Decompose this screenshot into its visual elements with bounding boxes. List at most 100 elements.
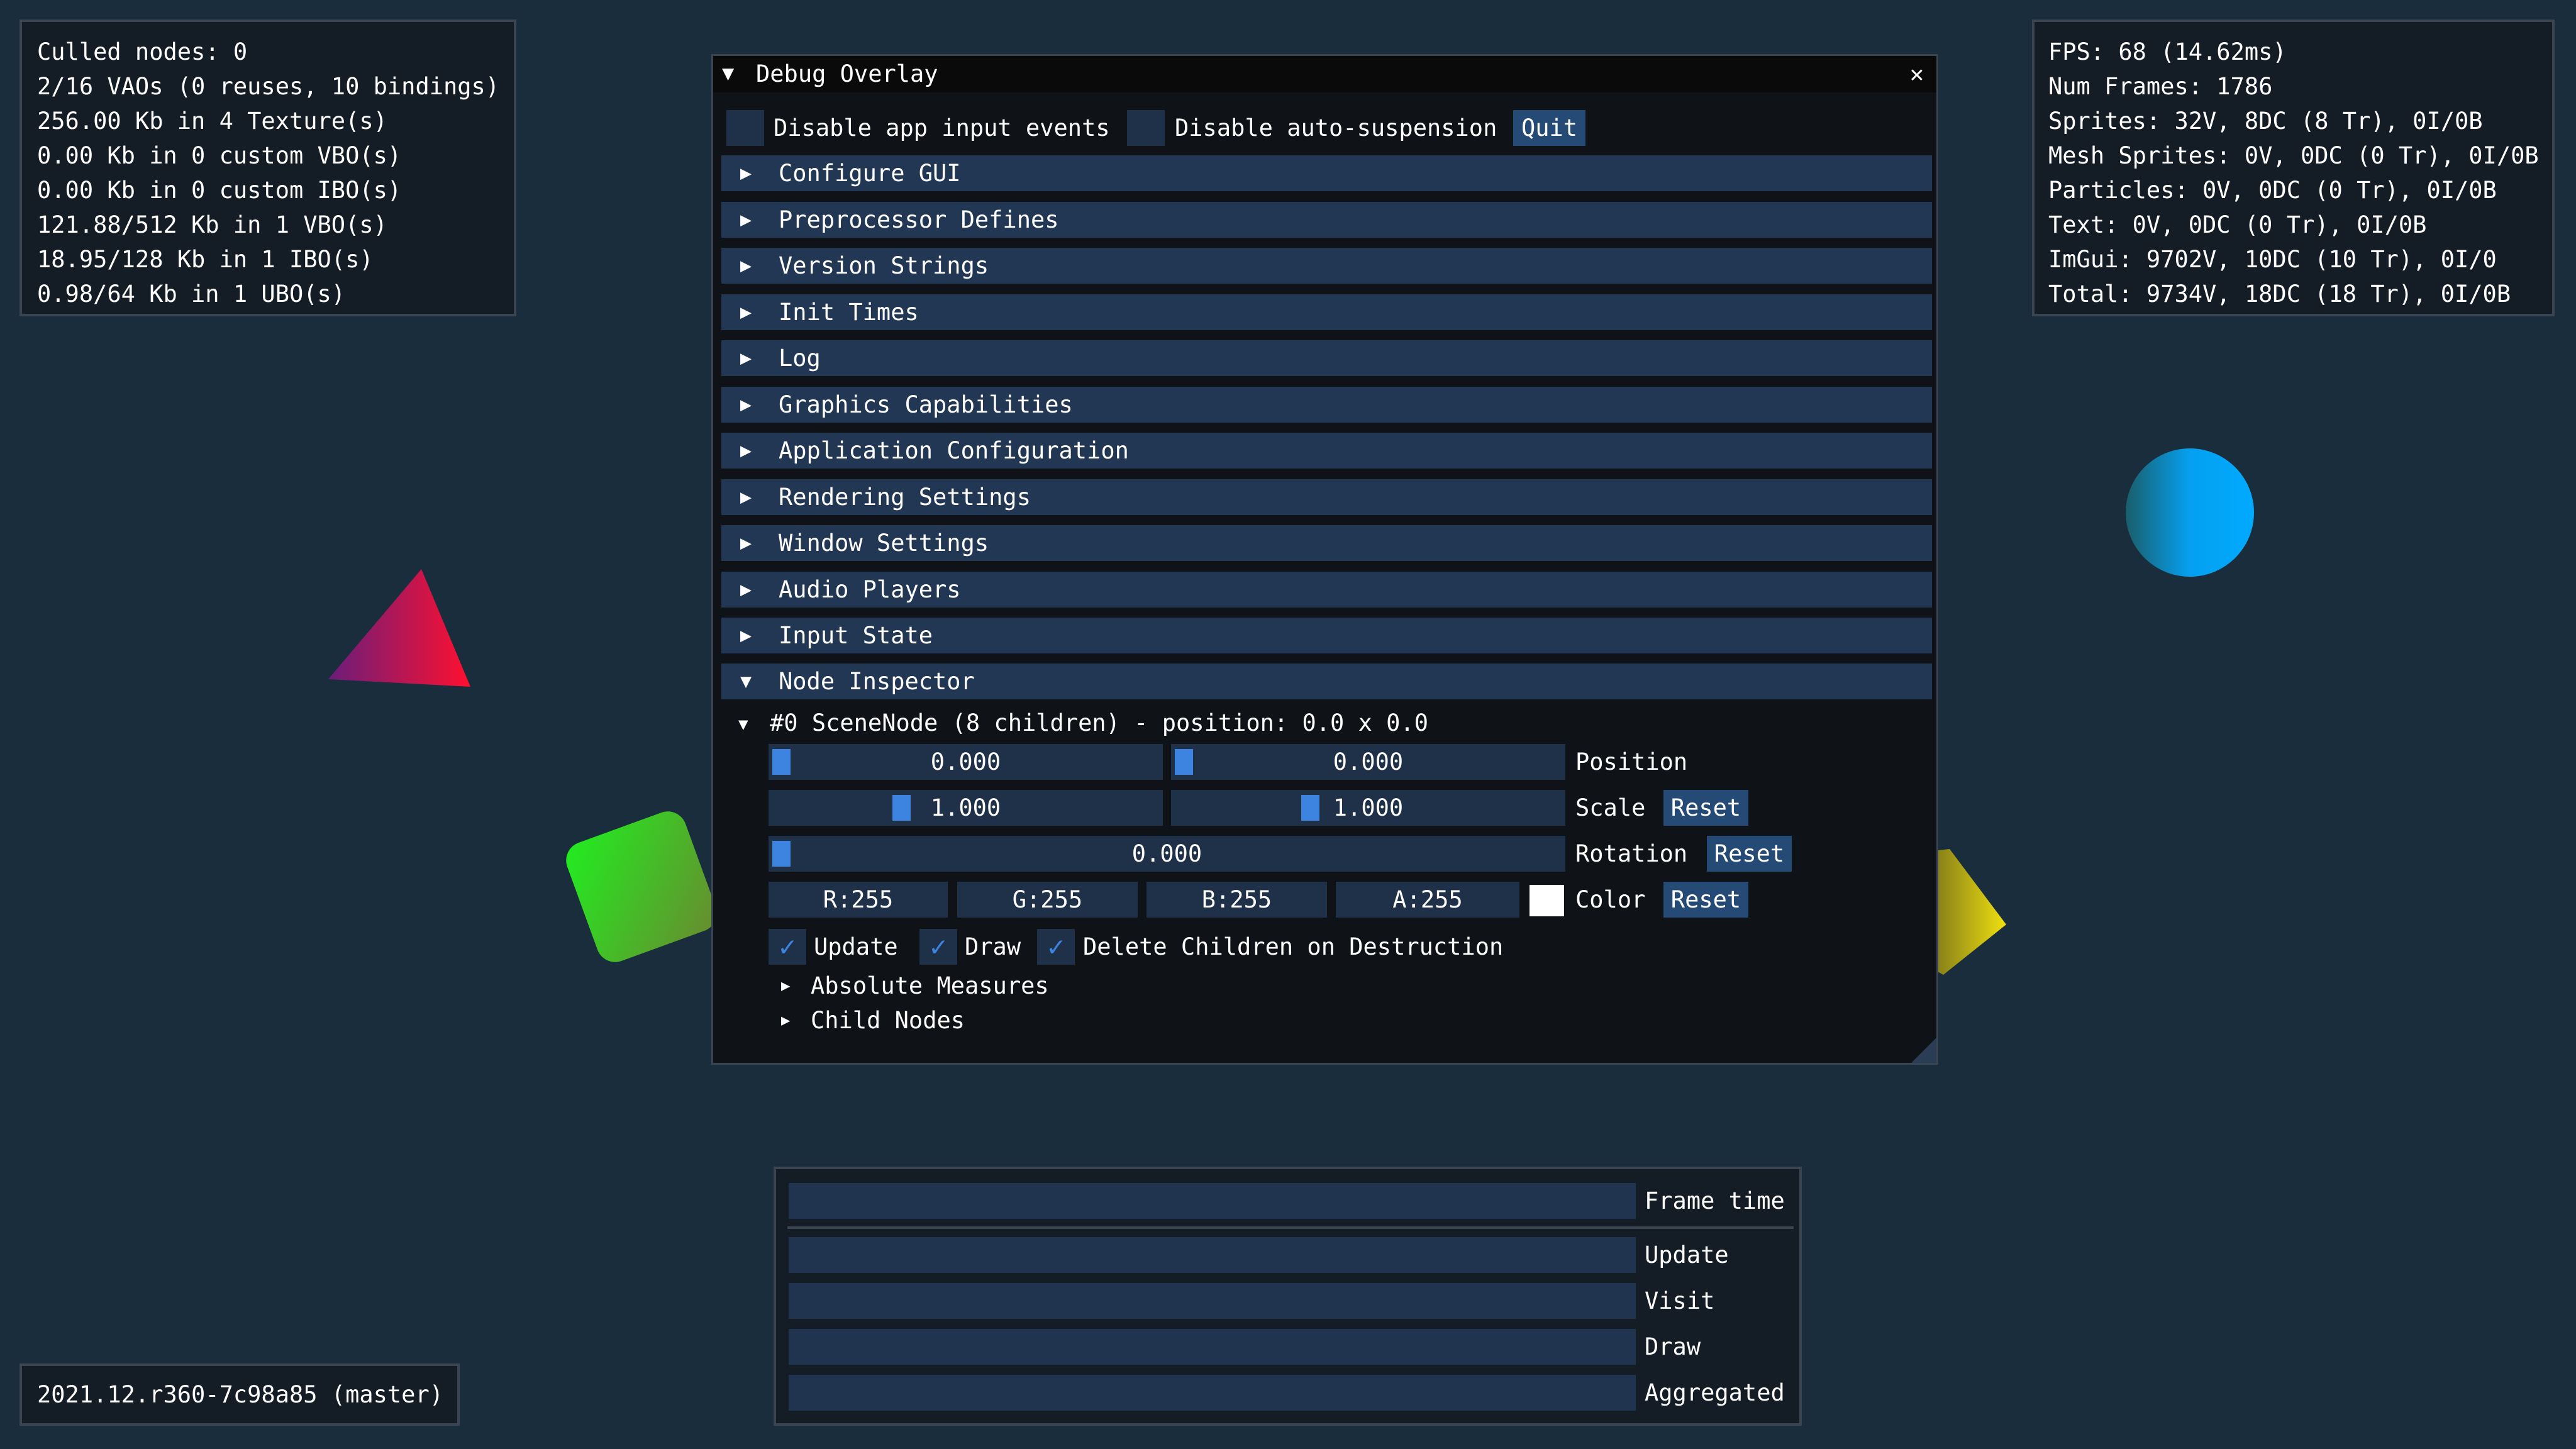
- color-reset-button[interactable]: Reset: [1663, 882, 1748, 918]
- stat-line: Particles: 0V, 0DC (0 Tr), 0I/0B: [2048, 177, 2497, 204]
- plot-label: Frame time: [1645, 1187, 1785, 1214]
- plots-separator: [787, 1226, 1794, 1229]
- collapsed-triangle-icon: ▶: [740, 255, 752, 277]
- color-g-field[interactable]: G:255: [957, 882, 1138, 918]
- window-titlebar[interactable]: ▼ Debug Overlay ✕: [713, 56, 1936, 92]
- section-header[interactable]: ▶ Init Times: [721, 294, 1932, 330]
- section-node-inspector[interactable]: ▼ Node Inspector: [721, 663, 1932, 699]
- delete-children-checkbox[interactable]: ✓: [1037, 929, 1075, 965]
- version-label: 2021.12.r360-7c98a85 (master): [19, 1363, 460, 1426]
- tree-closed-icon[interactable]: ▶: [781, 1011, 791, 1029]
- stat-line: Total: 9734V, 18DC (18 Tr), 0I/0B: [2048, 280, 2511, 308]
- stat-line: Sprites: 32V, 8DC (8 Tr), 0I/0B: [2048, 108, 2483, 135]
- color-r-field[interactable]: R:255: [769, 882, 948, 918]
- stat-line: 121.88/512 Kb in 1 VBO(s): [37, 211, 387, 238]
- section-label: Version Strings: [779, 252, 989, 279]
- section-label: Init Times: [779, 298, 919, 326]
- section-label: Configure GUI: [779, 160, 961, 187]
- update-label: Update: [814, 933, 898, 960]
- resize-grip[interactable]: [1911, 1038, 1936, 1063]
- position-x-slider[interactable]: 0.000: [769, 744, 1163, 780]
- section-label: Window Settings: [779, 530, 989, 557]
- collapsed-triangle-icon: ▶: [740, 162, 752, 184]
- section-label: Rendering Settings: [779, 483, 1031, 511]
- scale-label: Scale: [1575, 794, 1646, 821]
- collapsed-triangle-icon: ▶: [740, 486, 752, 508]
- section-label: Preprocessor Defines: [779, 206, 1059, 233]
- section-header[interactable]: ▶ Configure GUI: [721, 155, 1932, 191]
- absolute-measures-tree-item[interactable]: Absolute Measures: [811, 972, 1049, 999]
- color-a-field[interactable]: A:255: [1336, 882, 1519, 918]
- section-label: Log: [779, 345, 821, 372]
- disable-input-label: Disable app input events: [774, 114, 1110, 142]
- expanded-triangle-icon: ▼: [740, 670, 752, 692]
- scale-y-slider[interactable]: 1.000: [1171, 790, 1565, 826]
- plot-frame: [789, 1375, 1636, 1411]
- tree-open-icon[interactable]: ▼: [738, 715, 748, 734]
- tree-closed-icon[interactable]: ▶: [781, 977, 791, 994]
- collapsed-triangle-icon: ▶: [740, 301, 752, 323]
- disable-suspension-checkbox[interactable]: [1127, 110, 1165, 146]
- update-checkbox[interactable]: ✓: [769, 929, 806, 965]
- section-header[interactable]: ▶ Window Settings: [721, 525, 1932, 561]
- section-label: Audio Players: [779, 575, 961, 603]
- section-label: Input State: [779, 622, 933, 649]
- rotation-slider[interactable]: 0.000: [769, 836, 1565, 872]
- plot-label: Aggregated: [1645, 1379, 1785, 1406]
- section-label: Graphics Capabilities: [779, 391, 1073, 418]
- section-header[interactable]: ▶ Rendering Settings: [721, 479, 1932, 515]
- section-header[interactable]: ▶ Preprocessor Defines: [721, 201, 1932, 238]
- color-label: Color: [1575, 886, 1646, 913]
- render-stats-panel: Culled nodes: 0 2/16 VAOs (0 reuses, 10 b…: [19, 19, 516, 316]
- delete-children-label: Delete Children on Destruction: [1083, 933, 1504, 960]
- triangle-sprite: [328, 569, 470, 687]
- plot-label: Draw: [1645, 1333, 1701, 1360]
- color-b-field[interactable]: B:255: [1146, 882, 1327, 918]
- section-label: Application Configuration: [779, 437, 1129, 464]
- plot-frame: [789, 1183, 1636, 1219]
- stat-line: Culled nodes: 0: [37, 38, 248, 65]
- quit-button[interactable]: Quit: [1513, 110, 1585, 146]
- collapsed-triangle-icon: ▶: [740, 440, 752, 462]
- position-y-slider[interactable]: 0.000: [1171, 744, 1565, 780]
- color-swatch[interactable]: [1530, 885, 1564, 916]
- stat-line: Mesh Sprites: 0V, 0DC (0 Tr), 0I/0B: [2048, 142, 2539, 169]
- stat-line: 0.00 Kb in 0 custom IBO(s): [37, 177, 402, 204]
- stat-line: 256.00 Kb in 4 Texture(s): [37, 108, 387, 135]
- child-nodes-tree-item[interactable]: Child Nodes: [811, 1007, 965, 1034]
- scene-node-tree-item[interactable]: #0 SceneNode (8 children) - position: 0.…: [770, 709, 1428, 736]
- disable-input-checkbox[interactable]: [726, 110, 764, 146]
- section-header[interactable]: ▶ Application Configuration: [721, 433, 1932, 469]
- plot-frame: [789, 1283, 1636, 1319]
- square-sprite: [566, 811, 717, 962]
- stat-line: Num Frames: 1786: [2048, 73, 2273, 100]
- stat-line: 18.95/128 Kb in 1 IBO(s): [37, 246, 374, 273]
- stat-line: Text: 0V, 0DC (0 Tr), 0I/0B: [2048, 211, 2427, 238]
- draw-checkbox[interactable]: ✓: [919, 929, 957, 965]
- plot-frame: [789, 1329, 1636, 1365]
- collapse-triangle-icon[interactable]: ▼: [722, 61, 735, 85]
- section-header[interactable]: ▶ Input State: [721, 618, 1932, 653]
- plot-label: Visit: [1645, 1287, 1715, 1314]
- close-icon[interactable]: ✕: [1909, 60, 1924, 87]
- stat-line: FPS: 68 (14.62ms): [2048, 38, 2287, 65]
- disable-suspension-label: Disable auto-suspension: [1175, 114, 1497, 142]
- scale-reset-button[interactable]: Reset: [1663, 790, 1748, 826]
- stat-line: 0.98/64 Kb in 1 UBO(s): [37, 280, 346, 308]
- collapsed-triangle-icon: ▶: [740, 532, 752, 554]
- circle-sprite: [2126, 448, 2254, 577]
- rotation-reset-button[interactable]: Reset: [1707, 836, 1792, 872]
- draw-label: Draw: [965, 933, 1021, 960]
- section-header[interactable]: ▶ Version Strings: [721, 248, 1932, 284]
- frame-stats-panel: FPS: 68 (14.62ms) Num Frames: 1786 Sprites…: [2032, 19, 2555, 316]
- collapsed-triangle-icon: ▶: [740, 625, 752, 647]
- collapsed-triangle-icon: ▶: [740, 208, 752, 231]
- stat-line: ImGui: 9702V, 10DC (10 Tr), 0I/0: [2048, 246, 2497, 273]
- section-header[interactable]: ▶ Audio Players: [721, 571, 1932, 608]
- section-header[interactable]: ▶ Log: [721, 340, 1932, 376]
- stat-line: 0.00 Kb in 0 custom VBO(s): [37, 142, 402, 169]
- section-header[interactable]: ▶ Graphics Capabilities: [721, 386, 1932, 423]
- position-label: Position: [1575, 748, 1688, 775]
- scale-x-slider[interactable]: 1.000: [769, 790, 1163, 826]
- debug-overlay-window[interactable]: ▼ Debug Overlay ✕ Disable app input even…: [711, 54, 1938, 1065]
